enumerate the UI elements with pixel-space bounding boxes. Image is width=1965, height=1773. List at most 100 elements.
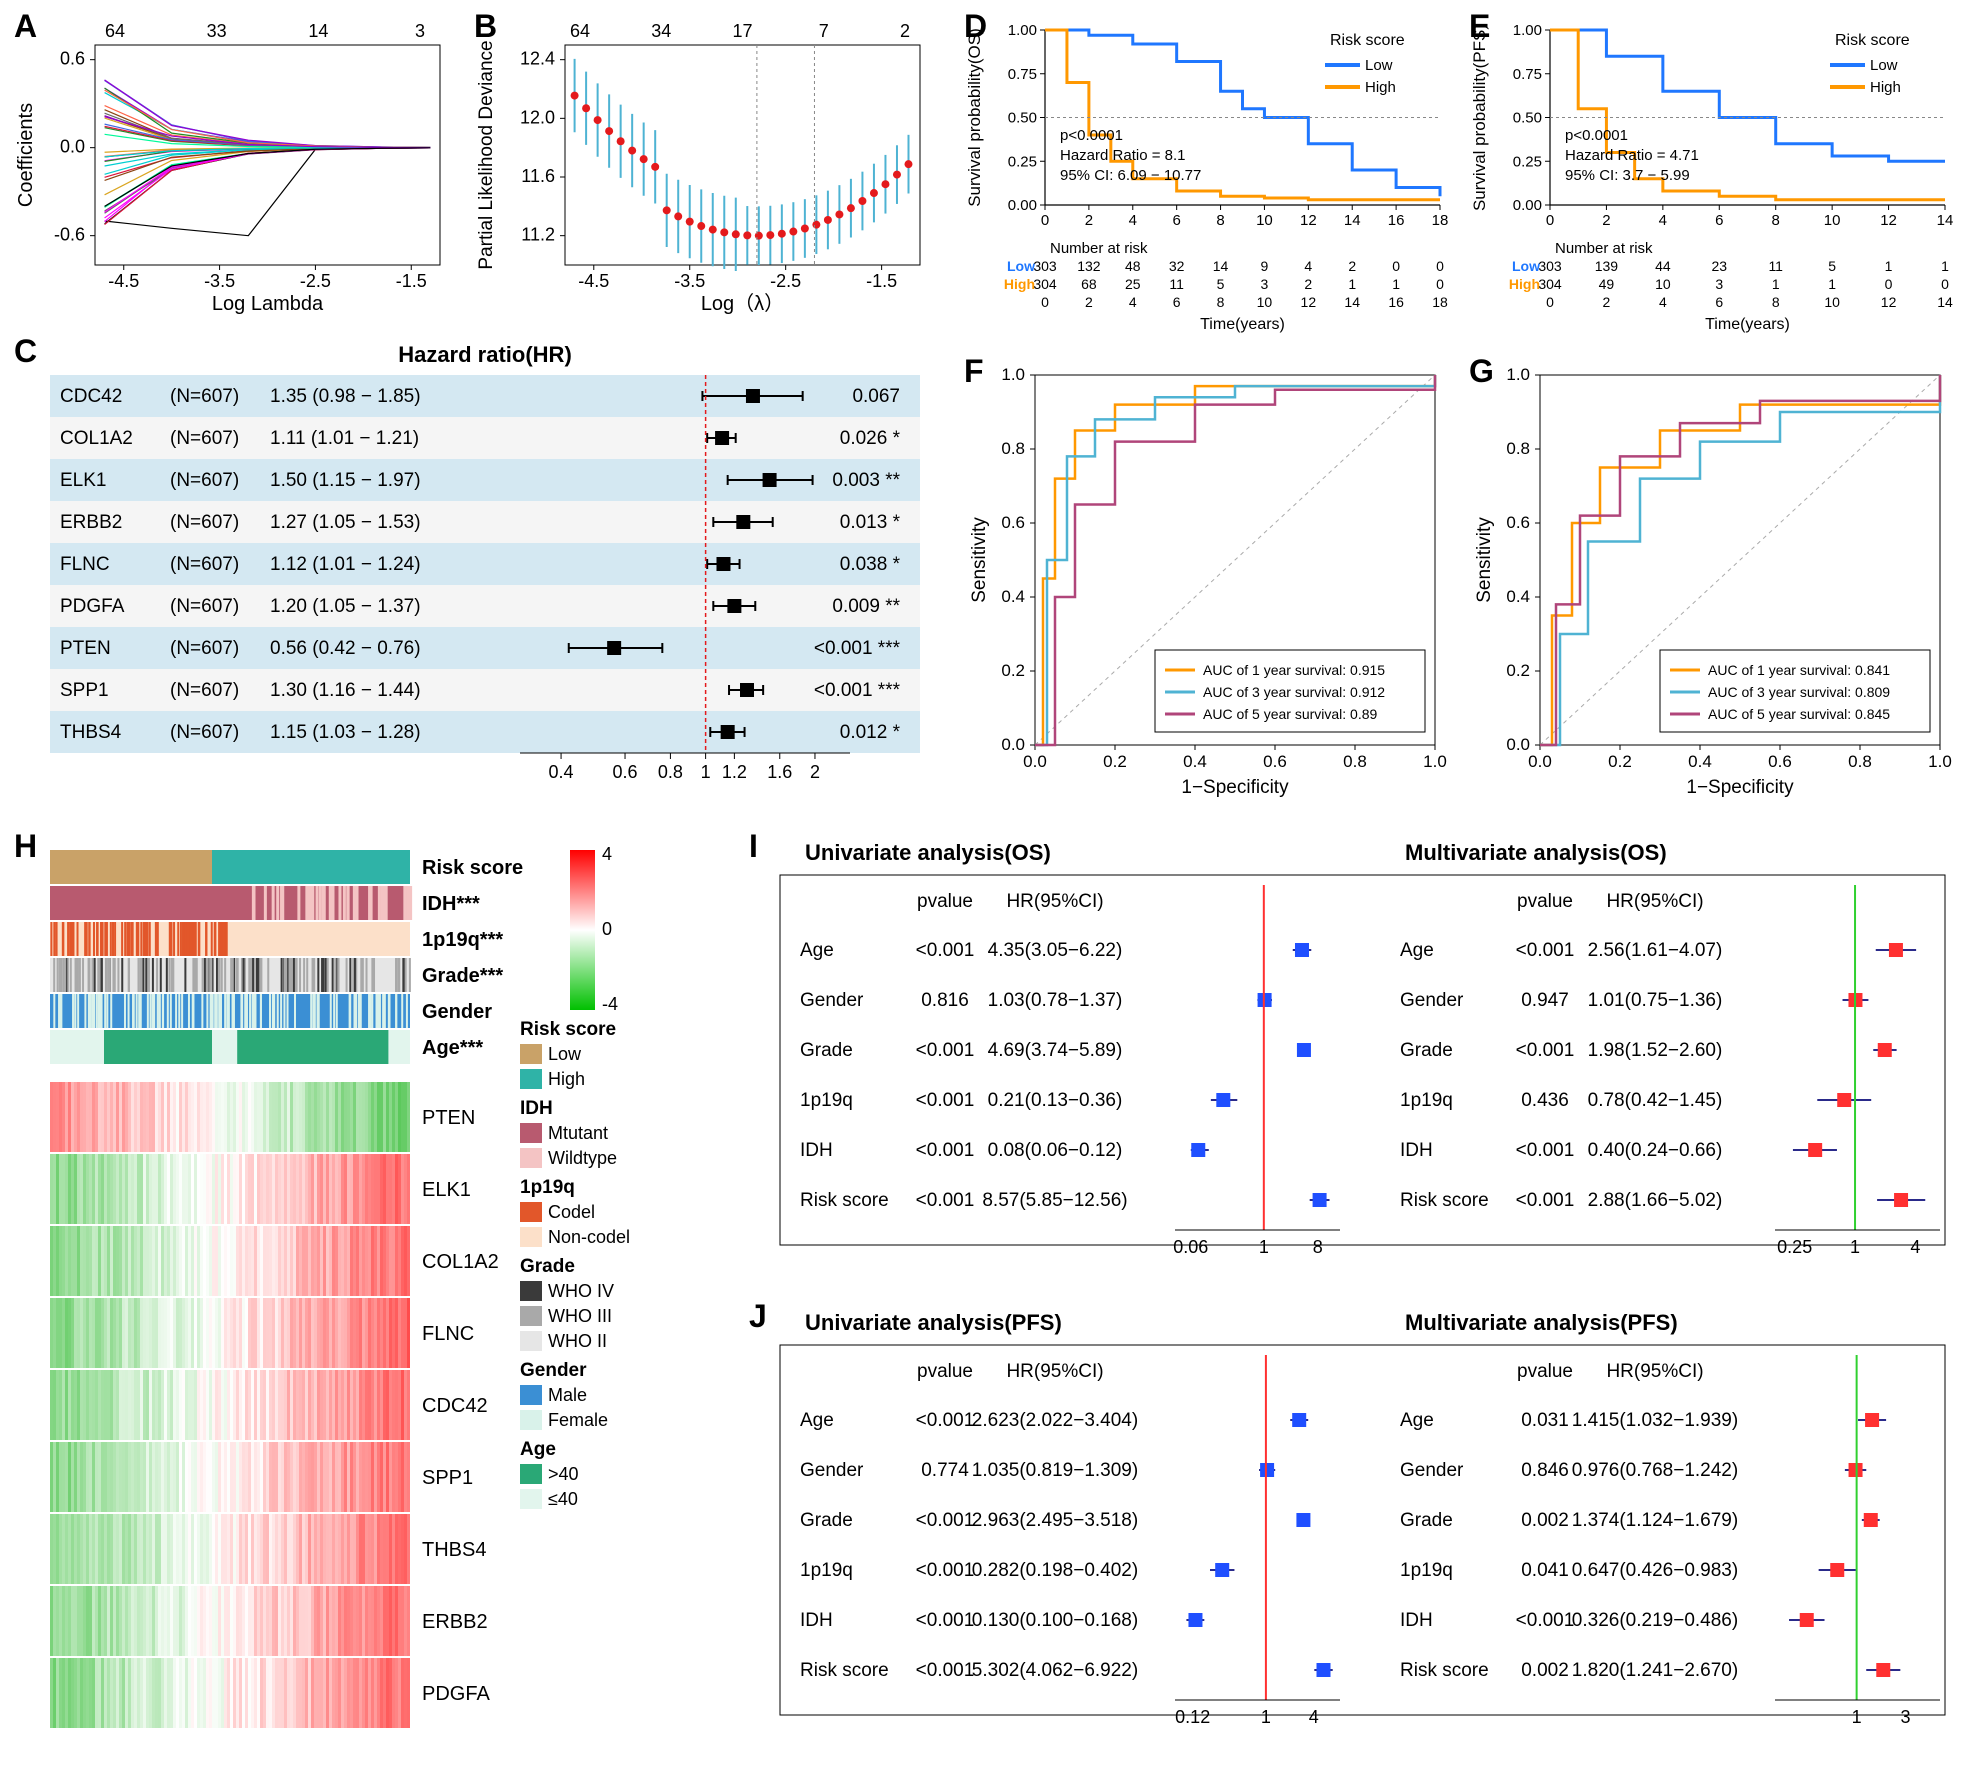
svg-text:-4.5: -4.5	[108, 271, 139, 291]
svg-text:0.6: 0.6	[60, 49, 85, 69]
panel-g-svg: 0.00.20.40.60.81.00.00.20.40.60.81.01−Sp…	[1465, 355, 1955, 815]
svg-text:0.6: 0.6	[613, 762, 638, 782]
svg-text:Hazard Ratio = 8.1: Hazard Ratio = 8.1	[1060, 147, 1186, 164]
svg-text:0.130(0.100−0.168): 0.130(0.100−0.168)	[972, 1610, 1138, 1631]
svg-text:0.78(0.42−1.45): 0.78(0.42−1.45)	[1588, 1090, 1723, 1111]
svg-text:8: 8	[1216, 212, 1224, 229]
svg-text:4: 4	[1129, 212, 1137, 229]
svg-text:1p19q: 1p19q	[800, 1560, 853, 1581]
svg-text:4.69(3.74−5.89): 4.69(3.74−5.89)	[988, 1040, 1123, 1061]
svg-text:0.2: 0.2	[1506, 661, 1530, 680]
svg-text:0.4: 0.4	[1001, 587, 1025, 606]
svg-text:<0.001: <0.001	[916, 940, 975, 961]
svg-text:10: 10	[1824, 212, 1841, 229]
panel-c-svg: Hazard ratio(HR)CDC42(N=607)1.35 (0.98 −…	[10, 335, 940, 815]
panel-f-svg: 0.00.20.40.60.81.00.00.20.40.60.81.01−Sp…	[960, 355, 1455, 815]
svg-text:<0.001: <0.001	[1516, 940, 1575, 961]
svg-text:-4: -4	[602, 994, 618, 1014]
panel-h-label: H	[14, 828, 37, 865]
svg-text:0.2: 0.2	[1103, 752, 1127, 771]
svg-text:303: 303	[1033, 258, 1057, 274]
svg-text:1.00: 1.00	[1008, 22, 1037, 39]
svg-text:0.6: 0.6	[1768, 752, 1792, 771]
svg-text:3: 3	[415, 21, 425, 41]
svg-text:0: 0	[1436, 276, 1444, 292]
svg-text:2: 2	[1085, 294, 1093, 310]
svg-text:1: 1	[1259, 1237, 1269, 1257]
svg-text:>40: >40	[548, 1464, 579, 1484]
panel-b-svg: 64341772-4.5-3.5-2.5-1.511.211.612.012.4…	[470, 10, 940, 320]
svg-text:0.0: 0.0	[1506, 735, 1530, 754]
svg-text:0: 0	[1546, 212, 1554, 229]
svg-text:AUC of 1 year survival: 0.915: AUC of 1 year survival: 0.915	[1203, 662, 1385, 678]
svg-text:CDC42: CDC42	[60, 386, 122, 407]
svg-text:2: 2	[1304, 276, 1312, 292]
svg-text:Survival probability(OS): Survival probability(OS)	[965, 28, 984, 207]
svg-text:PDGFA: PDGFA	[60, 596, 125, 617]
svg-text:(N=607): (N=607)	[170, 722, 239, 743]
panel-h-svg: Risk scoreIDH***1p19q***Grade***GenderAg…	[10, 830, 730, 1760]
svg-text:WHO III: WHO III	[548, 1306, 612, 1326]
panel-c: C Hazard ratio(HR)CDC42(N=607)1.35 (0.98…	[10, 335, 940, 815]
svg-text:IDH: IDH	[800, 1140, 833, 1161]
svg-text:9: 9	[1261, 258, 1269, 274]
svg-text:0.8: 0.8	[1848, 752, 1872, 771]
svg-text:<0.001: <0.001	[916, 1610, 975, 1631]
svg-text:<0.001: <0.001	[1516, 1190, 1575, 1211]
svg-text:ERBB2: ERBB2	[60, 512, 122, 533]
svg-text:0.6: 0.6	[1001, 513, 1025, 532]
svg-text:2.88(1.66−5.02): 2.88(1.66−5.02)	[1588, 1190, 1723, 1211]
svg-text:-2.5: -2.5	[770, 271, 801, 291]
svg-text:1.27 (1.05 − 1.53): 1.27 (1.05 − 1.53)	[270, 512, 421, 533]
svg-text:Female: Female	[548, 1410, 608, 1430]
svg-text:<0.001: <0.001	[916, 1410, 975, 1431]
svg-text:0: 0	[1546, 294, 1554, 310]
panel-c-label: C	[14, 333, 37, 370]
svg-text:2: 2	[810, 762, 820, 782]
svg-text:1.0: 1.0	[1506, 365, 1530, 384]
svg-text:5: 5	[1217, 276, 1225, 292]
svg-text:12.0: 12.0	[520, 107, 555, 127]
svg-text:16: 16	[1388, 212, 1405, 229]
svg-text:0.25: 0.25	[1008, 153, 1037, 170]
svg-text:0.4: 0.4	[1688, 752, 1712, 771]
svg-text:1−Specificity: 1−Specificity	[1686, 777, 1794, 798]
svg-text:34: 34	[651, 21, 671, 41]
svg-text:10: 10	[1256, 212, 1273, 229]
svg-text:0.947: 0.947	[1521, 990, 1569, 1011]
svg-text:1.03(0.78−1.37): 1.03(0.78−1.37)	[988, 990, 1123, 1011]
panel-b: B 64341772-4.5-3.5-2.5-1.511.211.612.012…	[470, 10, 940, 320]
svg-text:(N=607): (N=607)	[170, 596, 239, 617]
svg-text:Partial Likelihood Deviance: Partial Likelihood Deviance	[476, 40, 497, 269]
svg-text:0.75: 0.75	[1513, 66, 1542, 83]
svg-text:64: 64	[105, 21, 125, 41]
svg-text:p<0.0001: p<0.0001	[1565, 127, 1628, 144]
svg-text:WHO II: WHO II	[548, 1331, 607, 1351]
svg-text:132: 132	[1077, 258, 1101, 274]
svg-text:Multivariate analysis(PFS): Multivariate analysis(PFS)	[1405, 1310, 1678, 1335]
panel-g-label: G	[1469, 353, 1494, 390]
svg-text:<0.001: <0.001	[916, 1560, 975, 1581]
svg-text:Grade: Grade	[1400, 1510, 1453, 1531]
svg-text:Age: Age	[520, 1439, 556, 1460]
svg-text:AUC of 5 year survival: 0.845: AUC of 5 year survival: 0.845	[1708, 706, 1890, 722]
svg-text:-3.5: -3.5	[204, 271, 235, 291]
svg-text:Grade***: Grade***	[422, 965, 503, 987]
svg-text:1.11 (1.01 − 1.21): 1.11 (1.01 − 1.21)	[270, 428, 419, 449]
svg-text:44: 44	[1655, 258, 1671, 274]
svg-text:Grade: Grade	[800, 1510, 853, 1531]
svg-text:ELK1: ELK1	[422, 1179, 471, 1201]
svg-text:Grade: Grade	[1400, 1040, 1453, 1061]
svg-text:2: 2	[1603, 294, 1611, 310]
svg-text:2.623(2.022−3.404): 2.623(2.022−3.404)	[972, 1410, 1138, 1431]
svg-text:High: High	[1365, 79, 1396, 96]
svg-text:1: 1	[701, 762, 711, 782]
svg-text:<0.001: <0.001	[1516, 1040, 1575, 1061]
svg-text:1.035(0.819−1.309): 1.035(0.819−1.309)	[972, 1460, 1138, 1481]
svg-text:0: 0	[1885, 276, 1893, 292]
svg-text:0.038 *: 0.038 *	[840, 554, 901, 575]
svg-text:-2.5: -2.5	[300, 271, 331, 291]
svg-text:Log（λ）: Log（λ）	[701, 292, 784, 315]
svg-text:Codel: Codel	[548, 1202, 595, 1222]
svg-text:Male: Male	[548, 1385, 587, 1405]
